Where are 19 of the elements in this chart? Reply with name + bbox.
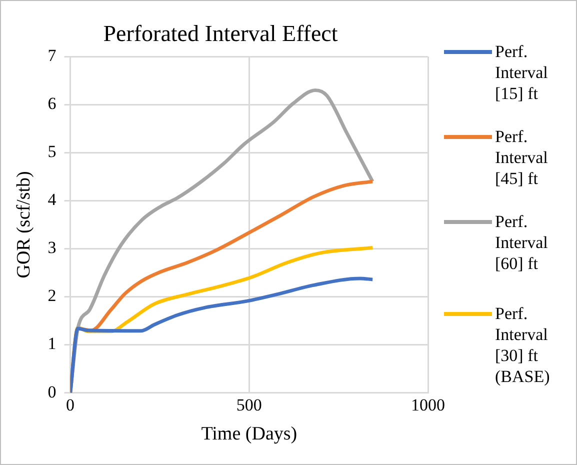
- y-tick-label: 6: [48, 94, 56, 114]
- x-tick-label: 1000: [411, 395, 445, 414]
- y-tick-label: 2: [48, 286, 56, 306]
- y-tick-label: 0: [48, 382, 56, 402]
- legend-label: Perf. Interval [30] ft (BASE): [495, 303, 551, 387]
- legend-label: Perf. Interval [15] ft: [495, 41, 549, 104]
- x-axis-title: Time (Days): [201, 424, 298, 445]
- y-tick-label: 4: [48, 190, 57, 210]
- y-tick-label: 1: [48, 334, 56, 354]
- x-tick-label: 0: [66, 395, 75, 414]
- y-tick-label: 7: [48, 46, 57, 66]
- legend-label: Perf. Interval [60] ft: [495, 211, 549, 274]
- x-tick-label: 500: [236, 395, 262, 414]
- y-tick-label: 3: [48, 238, 56, 258]
- y-axis-title: GOR (scf/stb): [13, 171, 34, 278]
- y-tick-label: 5: [48, 142, 56, 162]
- chart-title: Perforated Interval Effect: [103, 20, 338, 46]
- line-series: [70, 276, 374, 393]
- legend-label: Perf. Interval [45] ft: [495, 126, 549, 189]
